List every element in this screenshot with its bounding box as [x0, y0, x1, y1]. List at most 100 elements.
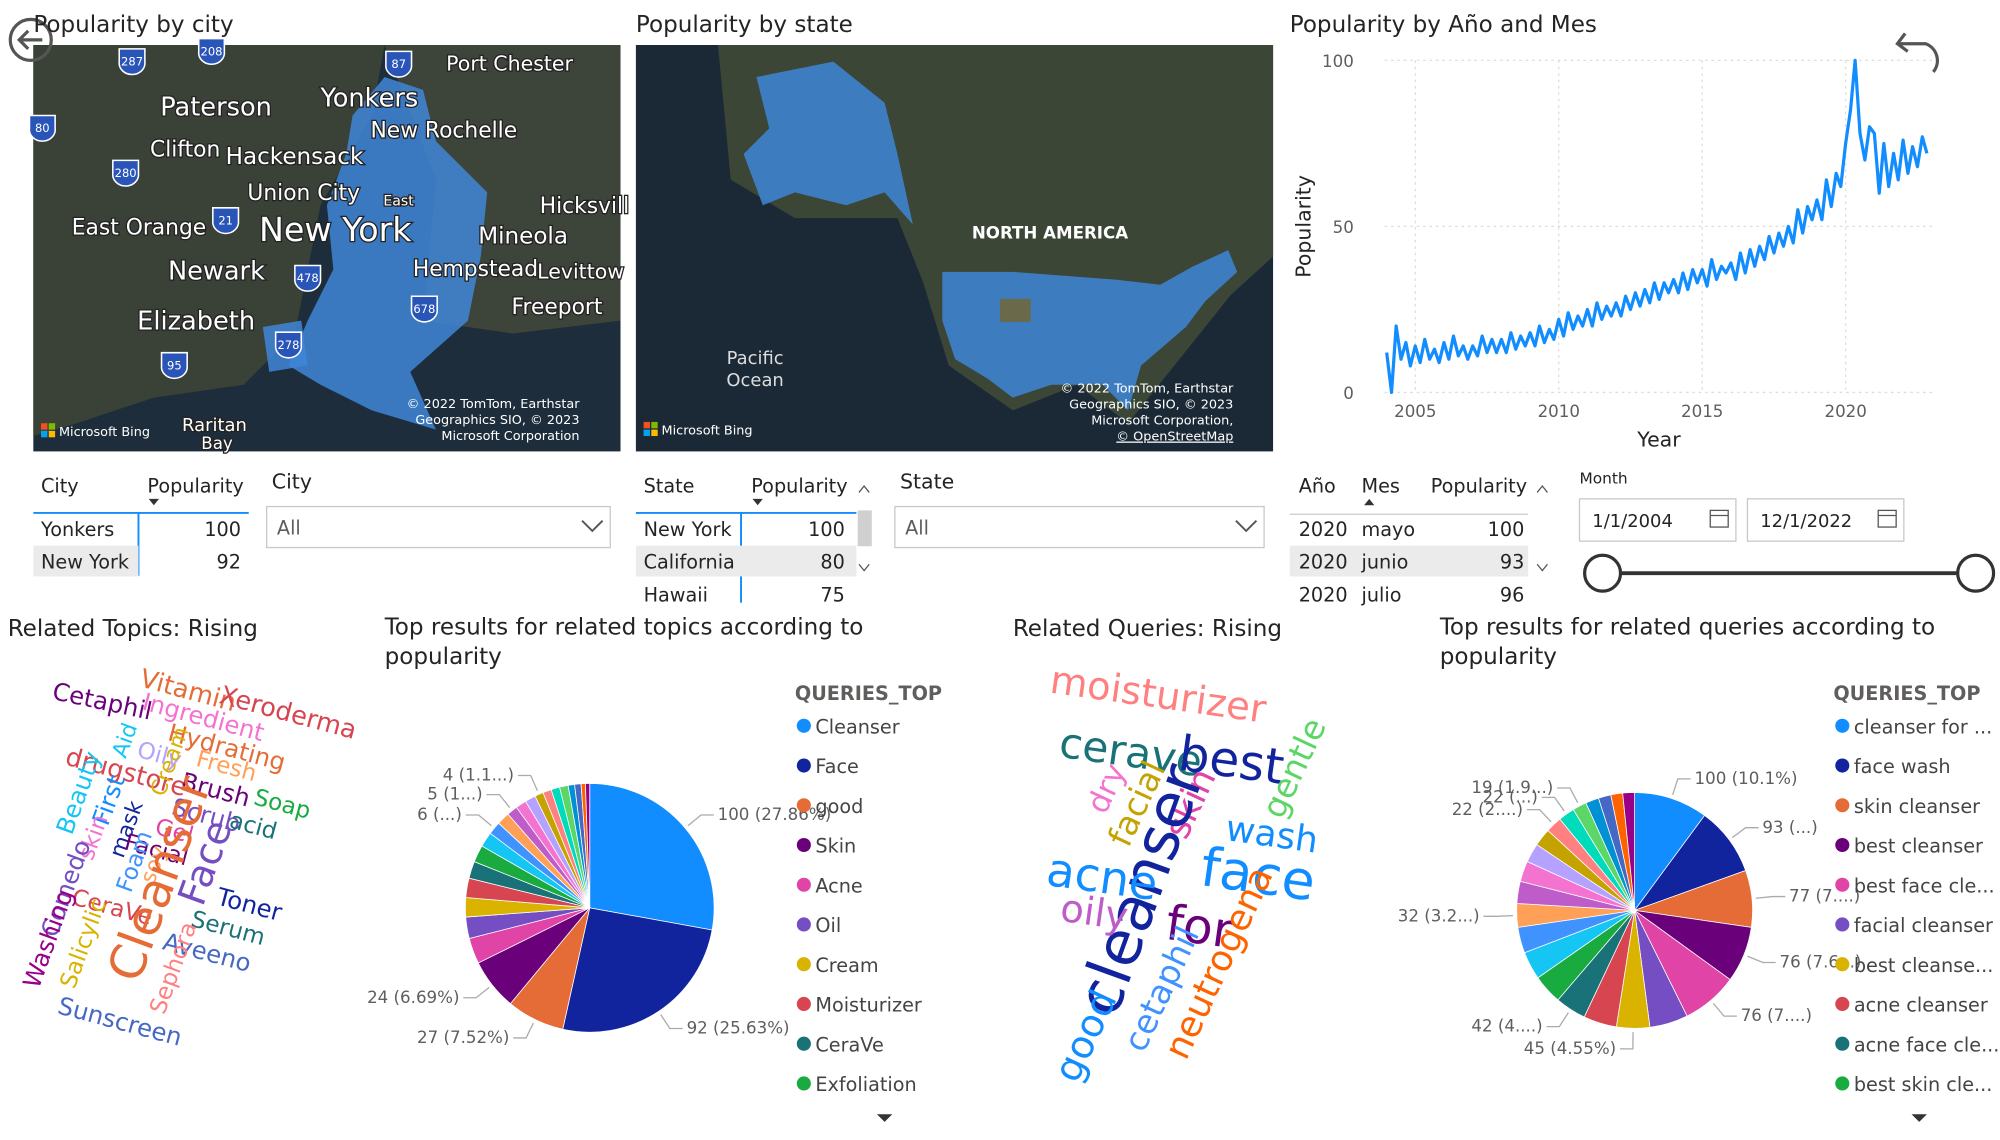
legend-marker — [1835, 957, 1850, 972]
bing-logo — [643, 429, 650, 437]
sort-indicator — [1364, 498, 1375, 506]
map-region[interactable] — [288, 77, 488, 430]
road-shield-label: 287 — [121, 55, 143, 69]
legend-marker — [1835, 758, 1850, 773]
legend-marker — [1835, 798, 1850, 813]
table-cell: 2020 — [1299, 551, 1348, 574]
legend-label: facial cleanser — [1854, 914, 1993, 937]
table-cell: New York — [41, 551, 130, 574]
legend-label: best skin cle... — [1854, 1073, 1993, 1096]
table-cell: Hawaii — [644, 583, 708, 606]
range-handle[interactable] — [1956, 553, 1996, 593]
road-shield-label: 80 — [35, 121, 50, 135]
data-label: 4 (1.1...) — [443, 766, 514, 785]
map-title: Popularity by city — [33, 12, 233, 38]
legend-marker — [1835, 1036, 1850, 1051]
legend-label: best face cle... — [1854, 874, 1995, 897]
leader-line — [517, 774, 539, 792]
pie-slice — [589, 783, 715, 931]
dropdown-chevron[interactable] — [1235, 519, 1258, 533]
leader-line — [513, 1022, 534, 1039]
table-cell: Yonkers — [40, 518, 114, 541]
data-label: 22 (...) — [1483, 788, 1538, 807]
map-place: Clifton — [150, 138, 220, 163]
scroll-up[interactable] — [858, 484, 870, 493]
data-label: 100 (10.1%) — [1695, 769, 1798, 788]
table-header: Popularity — [147, 474, 243, 497]
slicer-value: All — [277, 517, 301, 540]
state-map[interactable] — [635, 45, 1274, 452]
road-shield — [118, 48, 146, 76]
table-header: Año — [1299, 474, 1336, 497]
map-place: Hackensack — [226, 144, 364, 170]
data-label: 76 (7.6...) — [1780, 953, 1862, 972]
city-map[interactable] — [33, 45, 621, 452]
map-region[interactable] — [743, 61, 913, 225]
legend-marker — [796, 957, 811, 972]
map-place: Paterson — [160, 93, 272, 123]
legend-marker — [796, 996, 811, 1012]
legend-marker — [1835, 718, 1850, 733]
table-row-highlight — [1289, 545, 1529, 577]
leader-line — [1483, 914, 1513, 917]
map-place: Levittow — [537, 259, 624, 283]
table-header: Mes — [1362, 474, 1400, 497]
x-tick-label: 2010 — [1538, 402, 1580, 421]
table-cell: California — [644, 551, 735, 574]
road-shield — [160, 351, 188, 380]
table-cell: 92 — [217, 551, 241, 574]
leader-line — [1731, 827, 1759, 839]
map-place: NORTH AMERICA — [972, 224, 1128, 243]
map-place: Bay — [201, 434, 233, 453]
table-cell: 2020 — [1299, 583, 1348, 606]
map-place: Union City — [247, 181, 360, 206]
data-label: 45 (4.55%) — [1524, 1039, 1616, 1058]
road-shield-label: 95 — [167, 358, 182, 372]
leader-line — [465, 814, 492, 827]
reset-button[interactable] — [1895, 32, 1939, 73]
legend-marker — [1835, 917, 1850, 932]
road-shield-label: 280 — [115, 166, 137, 180]
legend-label: face wash — [1854, 755, 1951, 778]
data-label: 92 (25.63%) — [687, 1019, 790, 1038]
leader-line — [1620, 1032, 1634, 1050]
calendar-icon[interactable] — [1877, 509, 1897, 528]
table-cell: 80 — [820, 551, 844, 574]
legend-marker — [1835, 837, 1850, 853]
bing-logo — [48, 423, 56, 430]
legend-more[interactable] — [876, 1114, 893, 1122]
legend-label: Skin — [815, 835, 856, 858]
dropdown-chevron[interactable] — [581, 519, 604, 533]
road-shield-label: 208 — [201, 44, 223, 58]
dropdown[interactable] — [266, 505, 611, 549]
scroll-down[interactable] — [1536, 563, 1548, 572]
leader-line — [1755, 895, 1786, 899]
legend-label: acne face cle... — [1854, 1033, 2000, 1056]
map-place: Pacific — [727, 348, 784, 369]
map-place: Port Chester — [446, 52, 573, 76]
legend-more[interactable] — [1911, 1114, 1927, 1122]
legend-marker — [796, 1036, 811, 1051]
slicer-label: Month — [1579, 469, 1627, 487]
table-row-highlight — [635, 545, 857, 577]
scroll-up[interactable] — [1536, 484, 1548, 493]
map-attribution: Geographics SIO, © 2023 — [415, 413, 579, 428]
y-axis-label: Popularity — [1291, 175, 1315, 278]
map-place: Freeport — [512, 295, 603, 320]
data-label: 24 (6.69%) — [367, 988, 459, 1007]
dropdown[interactable] — [894, 505, 1265, 549]
data-label: 42 (4....) — [1471, 1017, 1542, 1036]
legend-label: acne cleanser — [1854, 994, 1988, 1017]
back-button[interactable] — [8, 17, 53, 62]
scrollbar[interactable] — [857, 510, 872, 547]
range-handle[interactable] — [1583, 553, 1623, 593]
leader-line — [687, 814, 714, 827]
scroll-down[interactable] — [858, 563, 870, 572]
calendar-icon[interactable] — [1709, 509, 1729, 528]
legend-label: cleanser for ... — [1854, 715, 1992, 738]
map-region[interactable] — [942, 250, 1238, 411]
legend-marker — [796, 718, 811, 733]
sort-indicator — [752, 498, 763, 506]
map-place: Elizabeth — [137, 307, 255, 337]
